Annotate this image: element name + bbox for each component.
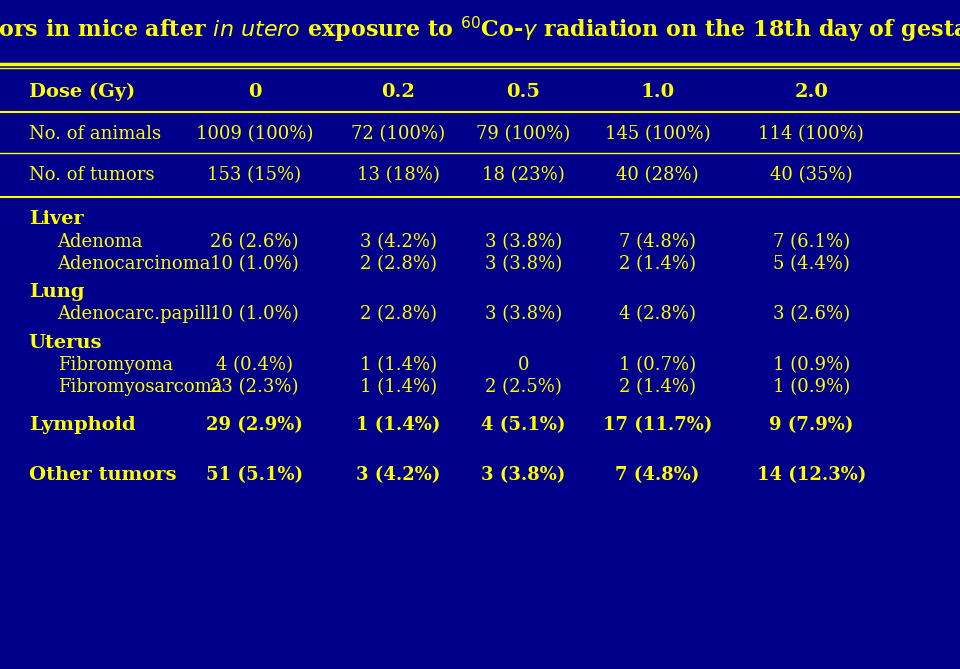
Text: 7 (4.8%): 7 (4.8%) bbox=[615, 466, 700, 484]
Text: 0: 0 bbox=[517, 356, 529, 373]
Text: No. of tumors: No. of tumors bbox=[29, 167, 155, 184]
Text: 1009 (100%): 1009 (100%) bbox=[196, 125, 313, 142]
Text: 0.5: 0.5 bbox=[506, 84, 540, 101]
Text: 4 (0.4%): 4 (0.4%) bbox=[216, 356, 293, 373]
Text: 40 (35%): 40 (35%) bbox=[770, 167, 852, 184]
Text: 10 (1.0%): 10 (1.0%) bbox=[210, 306, 299, 323]
Text: No. of animals: No. of animals bbox=[29, 125, 161, 142]
Text: Tumors in mice after $\it{in\ utero}$ exposure to $^{60}$Co-$\gamma$ radiation o: Tumors in mice after $\it{in\ utero}$ ex… bbox=[0, 15, 960, 45]
Text: 1 (1.4%): 1 (1.4%) bbox=[356, 416, 441, 434]
Text: 3 (4.2%): 3 (4.2%) bbox=[356, 466, 441, 484]
Text: 29 (2.9%): 29 (2.9%) bbox=[206, 416, 302, 434]
Text: 1.0: 1.0 bbox=[640, 84, 675, 101]
Text: 145 (100%): 145 (100%) bbox=[605, 125, 710, 142]
Text: 2 (2.5%): 2 (2.5%) bbox=[485, 378, 562, 395]
Text: 13 (18%): 13 (18%) bbox=[357, 167, 440, 184]
Text: 3 (3.8%): 3 (3.8%) bbox=[481, 466, 565, 484]
Text: Dose (Gy): Dose (Gy) bbox=[29, 83, 135, 102]
Text: 10 (1.0%): 10 (1.0%) bbox=[210, 256, 299, 273]
Text: Uterus: Uterus bbox=[29, 334, 103, 351]
Text: 7 (4.8%): 7 (4.8%) bbox=[619, 233, 696, 251]
Text: 0: 0 bbox=[248, 84, 261, 101]
Text: 5 (4.4%): 5 (4.4%) bbox=[773, 256, 850, 273]
Text: Fibromyosarcoma: Fibromyosarcoma bbox=[58, 378, 222, 395]
Text: 51 (5.1%): 51 (5.1%) bbox=[205, 466, 303, 484]
Text: Other tumors: Other tumors bbox=[29, 466, 177, 484]
Text: Fibromyoma: Fibromyoma bbox=[58, 356, 173, 373]
Text: 26 (2.6%): 26 (2.6%) bbox=[210, 233, 299, 251]
Text: 3 (3.8%): 3 (3.8%) bbox=[485, 306, 562, 323]
Text: 2 (2.8%): 2 (2.8%) bbox=[360, 306, 437, 323]
Text: 114 (100%): 114 (100%) bbox=[758, 125, 864, 142]
Text: 40 (28%): 40 (28%) bbox=[616, 167, 699, 184]
Text: 2 (1.4%): 2 (1.4%) bbox=[619, 378, 696, 395]
Text: Lung: Lung bbox=[29, 284, 84, 301]
Text: 1 (1.4%): 1 (1.4%) bbox=[360, 356, 437, 373]
Text: 72 (100%): 72 (100%) bbox=[351, 125, 445, 142]
Text: 7 (6.1%): 7 (6.1%) bbox=[773, 233, 850, 251]
Text: Liver: Liver bbox=[29, 211, 84, 228]
Text: 1 (1.4%): 1 (1.4%) bbox=[360, 378, 437, 395]
Text: Adenocarcinoma: Adenocarcinoma bbox=[58, 256, 211, 273]
Text: Lymphoid: Lymphoid bbox=[29, 416, 135, 434]
Text: 4 (5.1%): 4 (5.1%) bbox=[481, 416, 565, 434]
Text: Adenocarc.papill.: Adenocarc.papill. bbox=[58, 306, 218, 323]
Text: 23 (2.3%): 23 (2.3%) bbox=[210, 378, 299, 395]
Text: 2 (1.4%): 2 (1.4%) bbox=[619, 256, 696, 273]
Text: 2 (2.8%): 2 (2.8%) bbox=[360, 256, 437, 273]
Text: Adenoma: Adenoma bbox=[58, 233, 143, 251]
Text: 1 (0.7%): 1 (0.7%) bbox=[619, 356, 696, 373]
Text: 17 (11.7%): 17 (11.7%) bbox=[603, 416, 712, 434]
Text: 14 (12.3%): 14 (12.3%) bbox=[756, 466, 866, 484]
Text: 4 (2.8%): 4 (2.8%) bbox=[619, 306, 696, 323]
Text: 79 (100%): 79 (100%) bbox=[476, 125, 570, 142]
Text: 1 (0.9%): 1 (0.9%) bbox=[773, 356, 850, 373]
Text: 153 (15%): 153 (15%) bbox=[207, 167, 301, 184]
Text: 3 (4.2%): 3 (4.2%) bbox=[360, 233, 437, 251]
Text: 2.0: 2.0 bbox=[794, 84, 828, 101]
Text: 18 (23%): 18 (23%) bbox=[482, 167, 564, 184]
Text: 0.2: 0.2 bbox=[381, 84, 416, 101]
Text: 3 (3.8%): 3 (3.8%) bbox=[485, 256, 562, 273]
Text: 3 (2.6%): 3 (2.6%) bbox=[773, 306, 850, 323]
Text: 3 (3.8%): 3 (3.8%) bbox=[485, 233, 562, 251]
Text: 9 (7.9%): 9 (7.9%) bbox=[769, 416, 853, 434]
Text: 1 (0.9%): 1 (0.9%) bbox=[773, 378, 850, 395]
